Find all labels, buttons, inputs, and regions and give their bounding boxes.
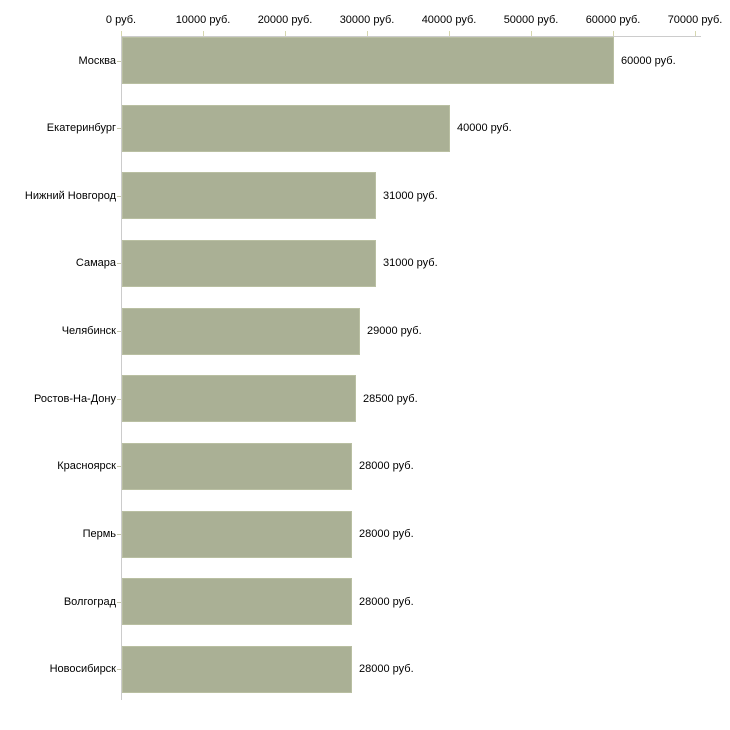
y-axis-line — [121, 36, 122, 700]
y-tick-mark — [117, 128, 121, 129]
category-label: Екатеринбург — [46, 122, 116, 134]
category-label: Ростов-На-Дону — [33, 393, 116, 405]
value-label: 29000 руб. — [367, 325, 422, 337]
x-tick-mark — [121, 31, 122, 36]
bar — [122, 172, 376, 219]
bar — [122, 578, 352, 625]
x-tick-mark — [613, 31, 614, 36]
y-tick-mark — [117, 534, 121, 535]
y-tick-mark — [117, 669, 121, 670]
x-tick-mark — [285, 31, 286, 36]
x-tick-mark — [203, 31, 204, 36]
x-tick-mark — [531, 31, 532, 36]
x-tick-mark — [695, 31, 696, 36]
value-label: 28000 руб. — [359, 663, 414, 675]
category-label: Самара — [75, 257, 116, 269]
bar — [122, 240, 376, 287]
bar — [122, 646, 352, 693]
bar — [122, 308, 360, 355]
x-tick-mark — [449, 31, 450, 36]
bar — [122, 443, 352, 490]
x-tick-mark — [367, 31, 368, 36]
category-label: Челябинск — [61, 325, 116, 337]
x-tick-label: 20000 руб. — [257, 14, 313, 26]
category-label: Москва — [78, 55, 116, 67]
value-label: 28000 руб. — [359, 460, 414, 472]
category-label: Нижний Новгород — [24, 190, 116, 202]
x-tick-label: 50000 руб. — [503, 14, 559, 26]
category-label: Новосибирск — [49, 663, 116, 675]
category-label: Волгоград — [63, 596, 116, 608]
category-label: Пермь — [82, 528, 116, 540]
x-axis-line — [121, 36, 701, 37]
x-tick-label: 70000 руб. — [667, 14, 723, 26]
y-tick-mark — [117, 602, 121, 603]
y-tick-mark — [117, 331, 121, 332]
value-label: 28500 руб. — [363, 393, 418, 405]
y-tick-mark — [117, 466, 121, 467]
y-tick-mark — [117, 61, 121, 62]
category-label: Красноярск — [57, 460, 116, 472]
y-tick-mark — [117, 263, 121, 264]
value-label: 60000 руб. — [621, 55, 676, 67]
x-tick-label: 30000 руб. — [339, 14, 395, 26]
bar — [122, 375, 356, 422]
value-label: 40000 руб. — [457, 122, 512, 134]
y-tick-mark — [117, 399, 121, 400]
value-label: 28000 руб. — [359, 528, 414, 540]
bar — [122, 37, 614, 84]
value-label: 28000 руб. — [359, 596, 414, 608]
value-label: 31000 руб. — [383, 257, 438, 269]
x-tick-label: 60000 руб. — [585, 14, 641, 26]
x-tick-label: 40000 руб. — [421, 14, 477, 26]
x-tick-label: 10000 руб. — [175, 14, 231, 26]
bar — [122, 105, 450, 152]
x-tick-label: 0 руб. — [105, 14, 137, 26]
value-label: 31000 руб. — [383, 190, 438, 202]
y-tick-mark — [117, 196, 121, 197]
bar — [122, 511, 352, 558]
